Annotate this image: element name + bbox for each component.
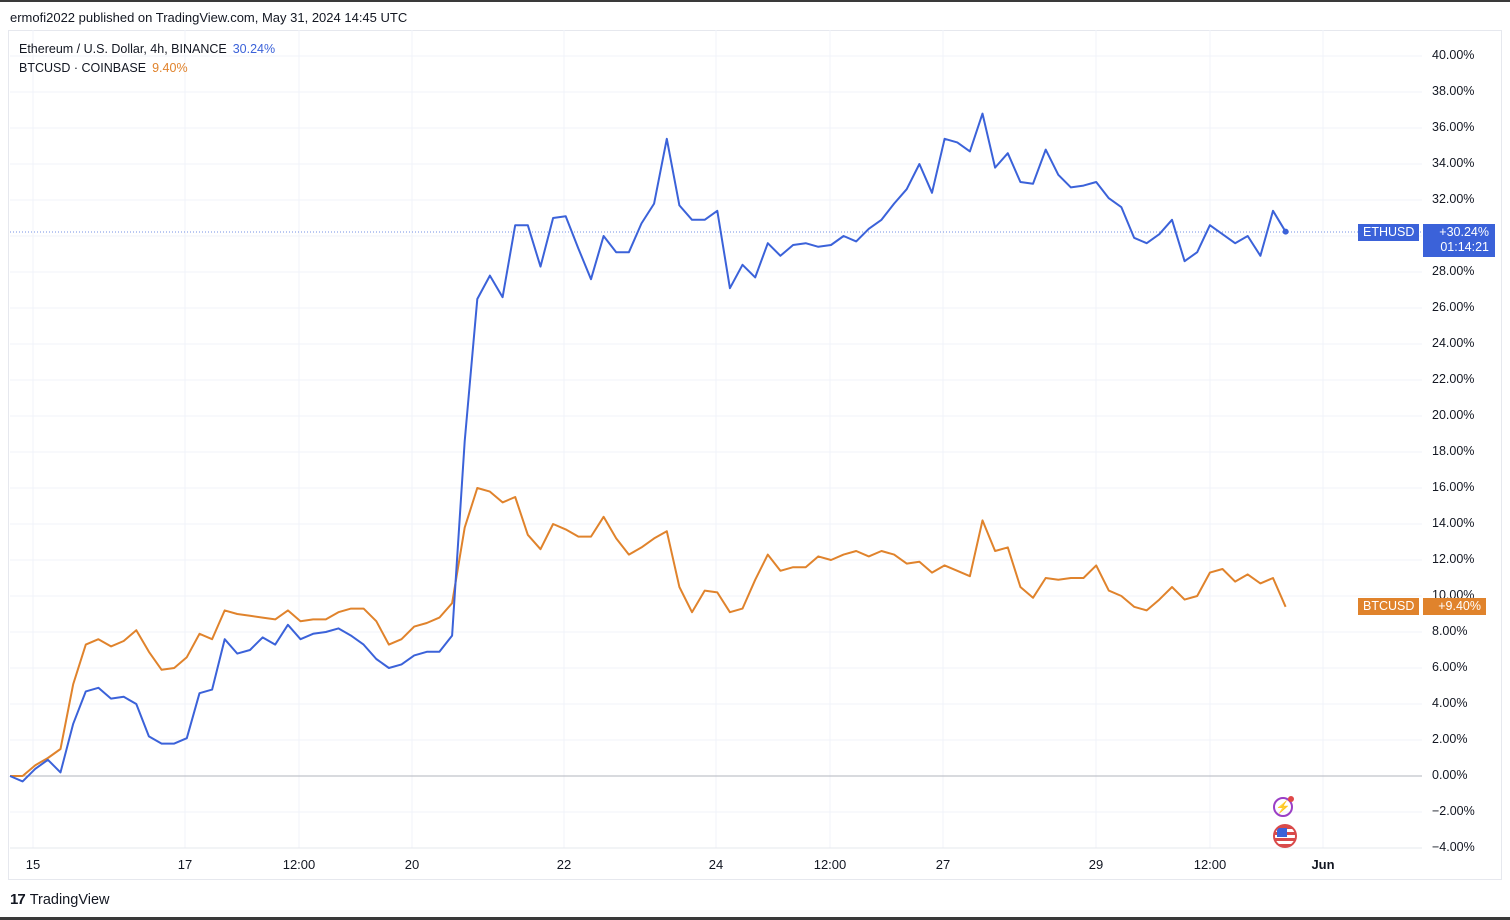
x-tick-label: 12:00 [1193,857,1227,872]
eth-last-point [1282,228,1289,235]
y-tick-label: 40.00% [1432,48,1475,62]
legend-item-btc[interactable]: BTCUSD · COINBASE 9.40% [19,59,275,78]
flag-canton [1277,828,1287,837]
legend-eth-label: Ethereum / U.S. Dollar, 4h, BINANCE [19,42,227,56]
y-tick-label: 22.00% [1432,372,1475,386]
y-tick-label: 34.00% [1432,156,1475,170]
y-tick-label: 8.00% [1432,624,1468,638]
y-tick-label: 32.00% [1432,192,1475,206]
eth-change: +30.24% [1439,225,1489,239]
y-tick-label: 24.00% [1432,336,1475,350]
eth-price-badge: +30.24% 01:14:21 [1423,224,1495,257]
tradingview-logo[interactable]: 17 TradingView [10,891,109,908]
x-tick-label: 24 [708,857,724,872]
x-tick-label: 12:00 [282,857,316,872]
y-tick-label: 38.00% [1432,84,1475,98]
bottom-border [0,917,1510,920]
x-tick-label: 12:00 [813,857,847,872]
grid-lines [10,30,1422,849]
btc-series-line[interactable] [10,487,1287,777]
y-tick-label: 12.00% [1432,552,1475,566]
y-tick-label: 20.00% [1432,408,1475,422]
y-tick-label: 14.00% [1432,516,1475,530]
us-flag-economic-event-icon[interactable] [1273,824,1297,848]
tradingview-brand: TradingView [29,891,110,908]
x-tick-label: 15 [25,857,41,872]
y-tick-label: 36.00% [1432,120,1475,134]
y-tick-label: 18.00% [1432,444,1475,458]
top-border [0,0,1510,2]
btc-symbol-badge: BTCUSD [1358,598,1420,615]
y-tick-label: 26.00% [1432,300,1475,314]
eth-series-line[interactable] [9,112,1287,783]
x-tick-label: 17 [177,857,193,872]
chart-legend: Ethereum / U.S. Dollar, 4h, BINANCE 30.24… [19,40,275,78]
tradingview-logo-icon: 17 [10,891,26,908]
y-tick-label: −2.00% [1432,804,1475,818]
legend-btc-label: BTCUSD · COINBASE [19,61,147,75]
x-tick-label: 27 [935,857,951,872]
legend-eth-value: 30.24% [232,42,276,56]
x-tick-label: 29 [1088,857,1104,872]
lightning-event-icon[interactable]: ⚡ [1273,796,1294,817]
x-tick-label: 22 [556,857,572,872]
legend-btc-value: 9.40% [152,61,188,75]
y-tick-label: 16.00% [1432,480,1475,494]
y-tick-label: 2.00% [1432,732,1468,746]
x-tick-label: Jun [1311,857,1335,872]
y-tick-label: 6.00% [1432,660,1468,674]
eth-countdown: 01:14:21 [1440,240,1489,254]
chart-frame [8,30,1502,880]
eth-symbol-badge: ETHUSD [1358,224,1420,241]
notification-dot [1288,796,1294,802]
y-tick-label: 0.00% [1432,768,1468,782]
legend-item-eth[interactable]: Ethereum / U.S. Dollar, 4h, BINANCE 30.24… [19,40,275,59]
x-tick-label: 20 [404,857,420,872]
publisher-line: ermofi2022 published on TradingView.com,… [10,10,408,25]
y-tick-label: 4.00% [1432,696,1468,710]
btc-price-badge: +9.40% [1423,598,1486,615]
y-tick-label: 28.00% [1432,264,1475,278]
y-tick-label: −4.00% [1432,840,1475,854]
